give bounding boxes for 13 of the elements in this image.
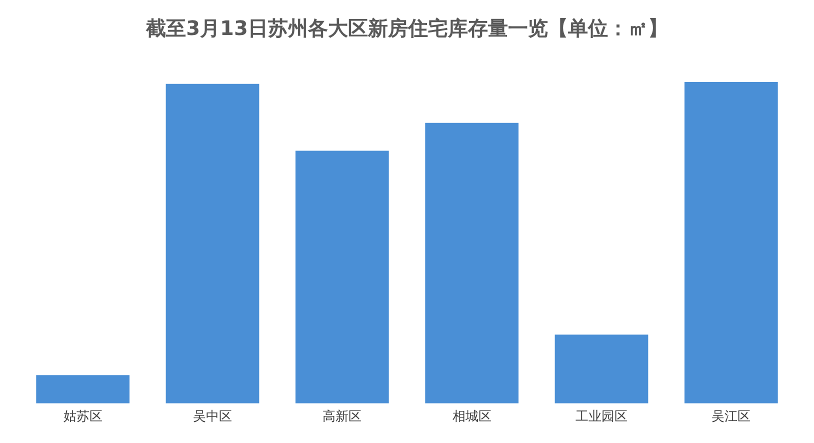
bar — [36, 375, 130, 404]
x-tick-label: 工业园区 — [576, 410, 628, 425]
bar — [295, 150, 389, 404]
bar — [554, 334, 648, 404]
x-tick-label: 吴中区 — [193, 410, 232, 425]
bar — [166, 84, 260, 404]
x-tick-label: 相城区 — [452, 410, 492, 425]
x-tick-label: 姑苏区 — [63, 410, 102, 425]
bar — [425, 122, 519, 404]
x-tick-label: 高新区 — [322, 408, 362, 425]
x-tick-label: 吴江区 — [712, 410, 751, 425]
chart-title: 截至3月13日苏州各大区新房住宅库存量一览【单位：㎡】 — [145, 16, 668, 40]
bar — [684, 82, 778, 404]
